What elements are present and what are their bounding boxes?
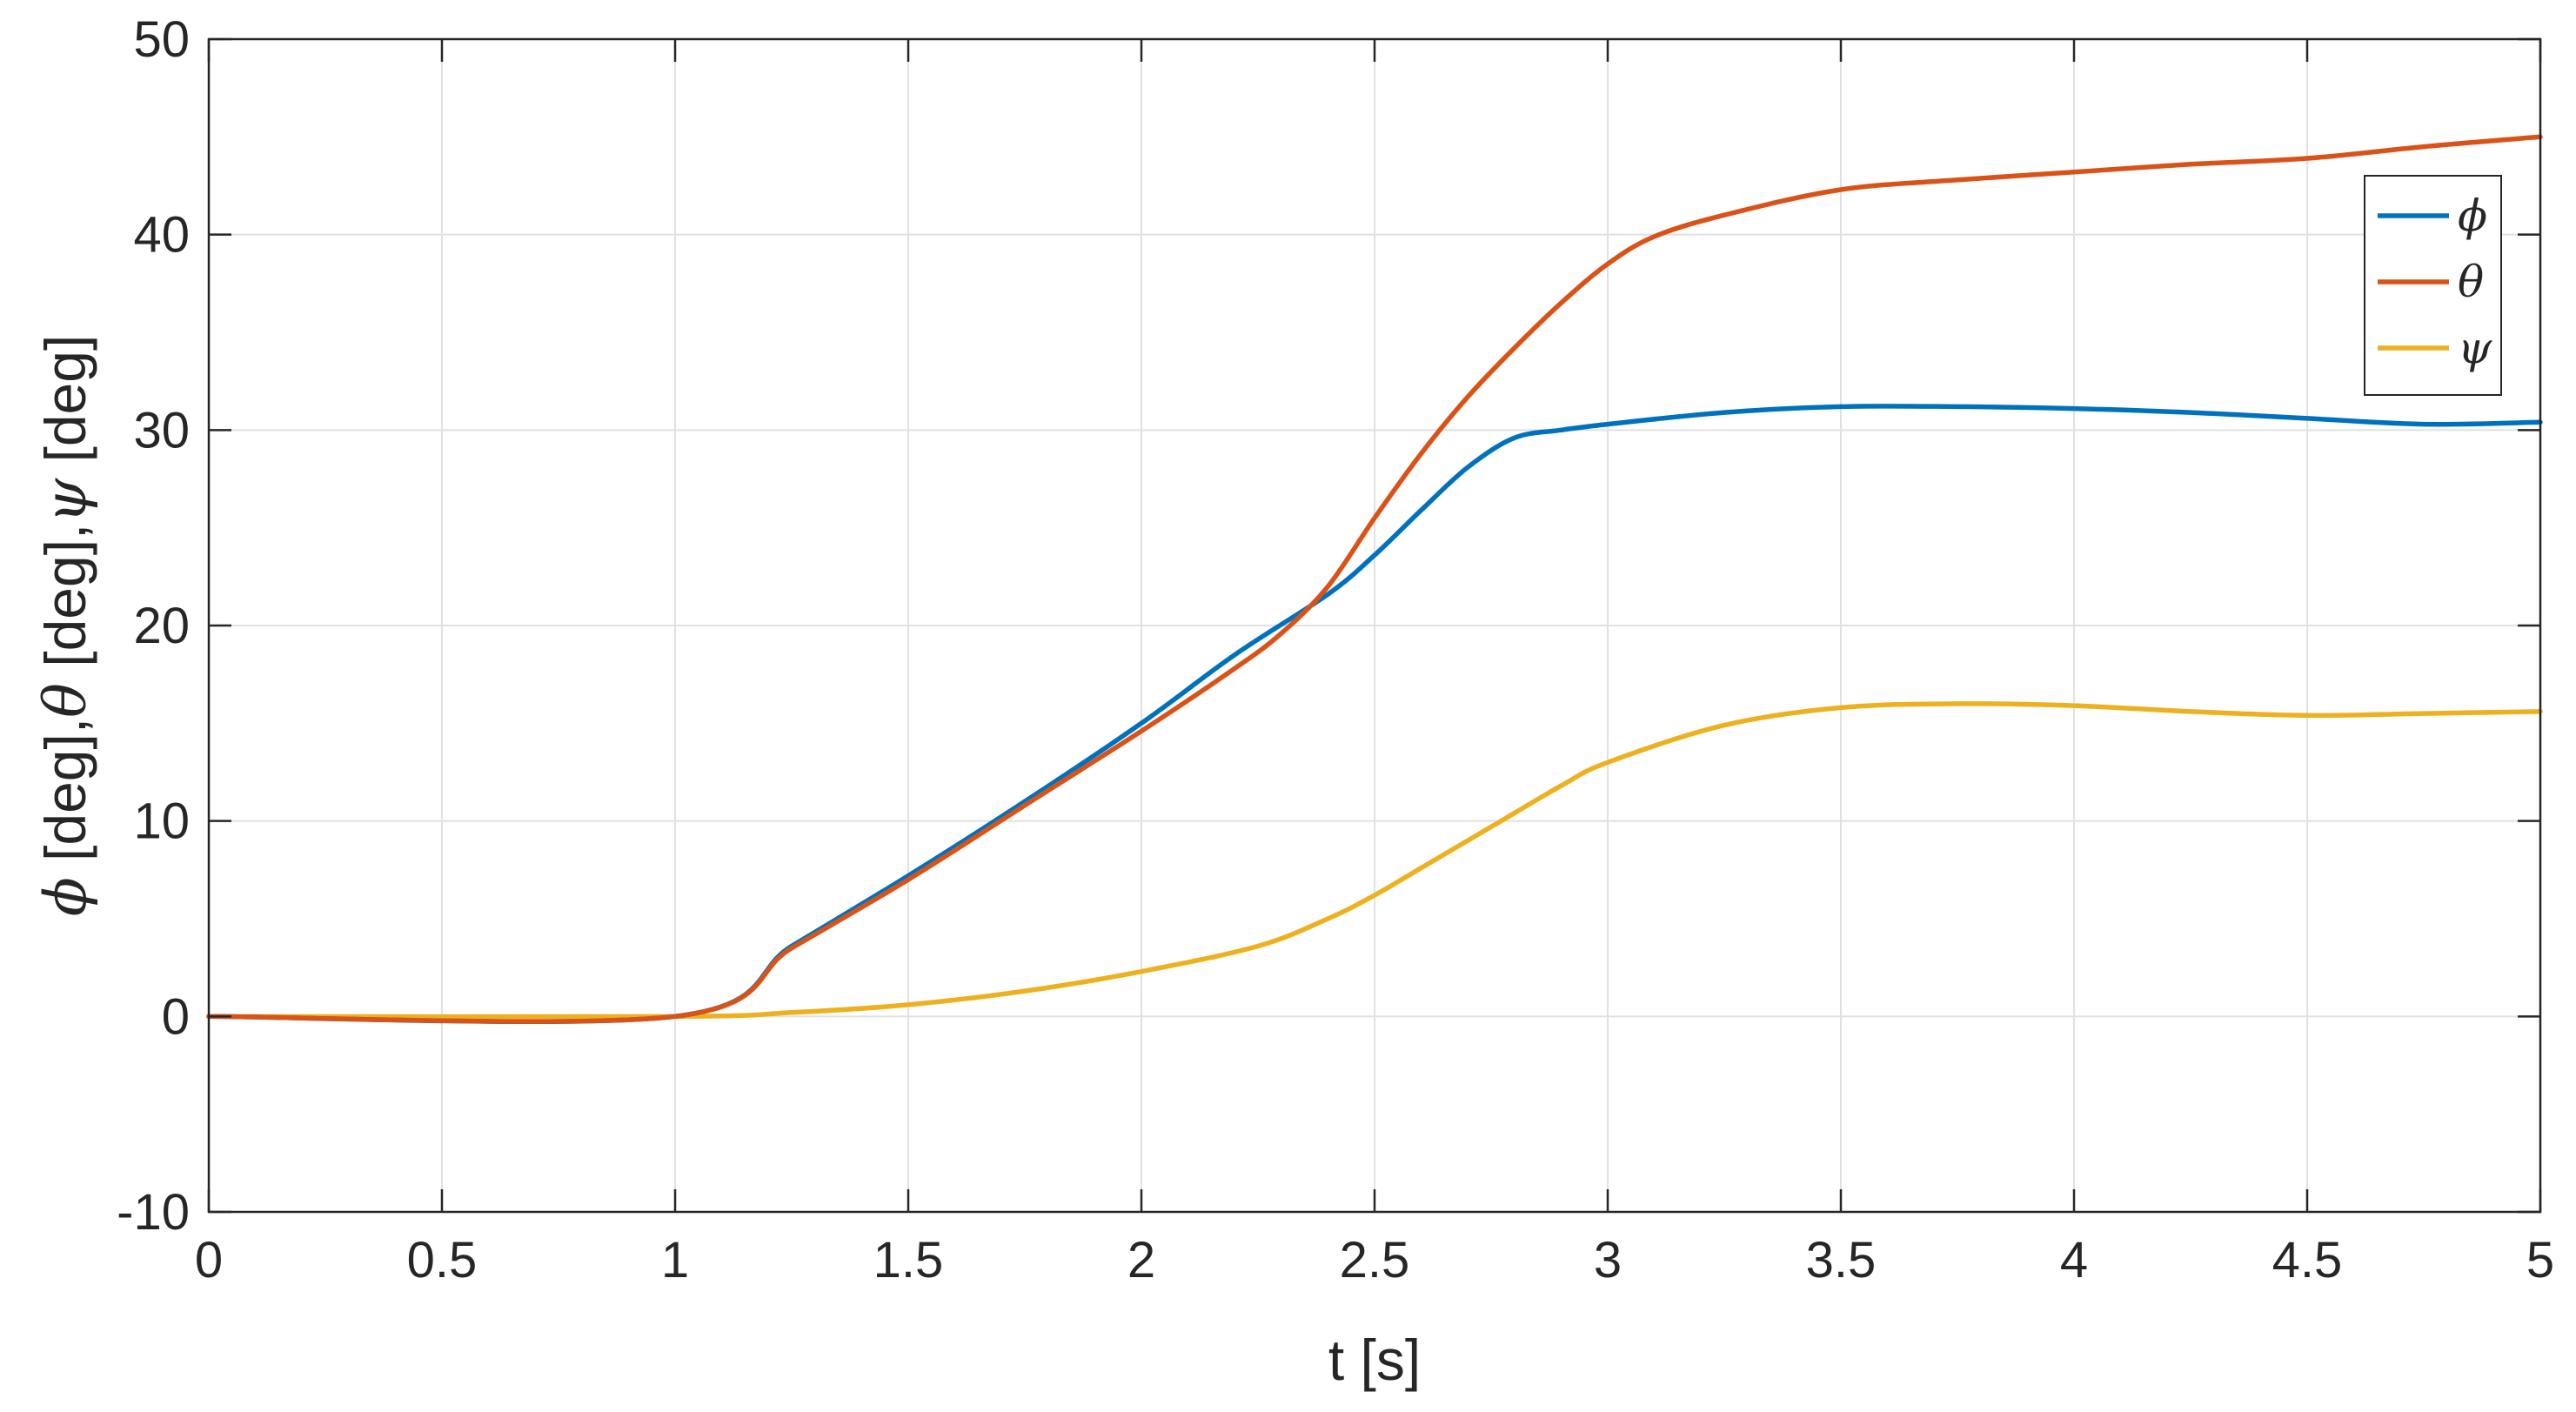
x-tick-label: 0 xyxy=(195,1232,223,1288)
x-tick-label: 1.5 xyxy=(873,1232,944,1288)
x-tick-label: 3.5 xyxy=(1806,1232,1877,1288)
legend-label-psi: ψ xyxy=(2458,323,2492,373)
y-tick-label: 50 xyxy=(133,11,190,68)
x-tick-label: 2 xyxy=(1127,1232,1155,1288)
y-axis-title: ϕ [deg],θ [deg],ψ [deg] xyxy=(32,335,99,917)
x-tick-label: 5 xyxy=(2526,1232,2554,1288)
tick-marks xyxy=(207,37,2542,1214)
x-tick-label: 1 xyxy=(661,1232,689,1288)
y-tick-labels: -10 0 10 20 30 40 50 xyxy=(117,11,190,1241)
y-axis-title-unit-3: [deg] xyxy=(33,335,97,478)
legend-box xyxy=(2364,175,2502,396)
y-axis-title-phi: ϕ xyxy=(32,877,99,916)
x-tick-label: 4.5 xyxy=(2272,1232,2343,1288)
y-tick-label: 10 xyxy=(133,793,190,850)
x-tick-label: 4 xyxy=(2060,1232,2088,1288)
y-tick-label: -10 xyxy=(117,1184,190,1241)
y-axis-title-theta: θ xyxy=(32,683,99,718)
series-line-theta xyxy=(206,134,2543,1024)
y-tick-label: 40 xyxy=(133,207,190,264)
y-tick-label: 30 xyxy=(133,402,190,458)
legend-label-phi: ϕ xyxy=(2458,191,2487,241)
y-axis-title-unit-2: [deg], xyxy=(33,524,97,683)
y-tick-label: 0 xyxy=(162,988,190,1045)
x-tick-label: 2.5 xyxy=(1340,1232,1410,1288)
y-tick-label: 20 xyxy=(133,598,190,654)
y-axis-title-unit-1: [deg], xyxy=(33,718,97,877)
x-tick-labels: 0 0.5 1 1.5 2 2.5 3 3.5 4 4.5 5 xyxy=(195,1232,2554,1288)
x-tick-label: 0.5 xyxy=(407,1232,478,1288)
x-axis-title: t [s] xyxy=(1328,1328,1421,1392)
series-line-psi xyxy=(206,701,2543,1020)
y-axis-title-psi: ψ xyxy=(32,478,99,524)
series-lines xyxy=(206,134,2543,1025)
legend-label-theta: θ xyxy=(2458,257,2484,307)
x-tick-label: 3 xyxy=(1594,1232,1622,1288)
legend: ϕθψ xyxy=(2364,175,2502,396)
